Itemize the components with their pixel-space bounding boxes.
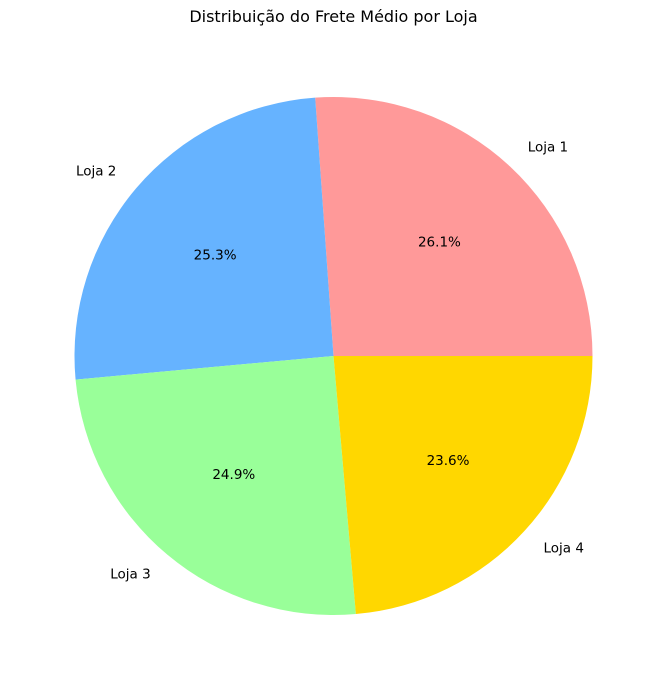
- slice-label-loja-4: Loja 4: [543, 541, 583, 557]
- pie-labels: 26.1% Loja 1 25.3% Loja 2 24.9% Loja 3 23.6% Lo…: [76, 140, 584, 583]
- pie-slice-loja-2: [74, 97, 334, 380]
- pie-slice-loja-3: [75, 356, 356, 615]
- pct-label-loja-4: 23.6%: [427, 453, 470, 469]
- pct-label-loja-2: 25.3%: [194, 247, 237, 263]
- chart-title: Distribuição do Frete Médio por Loja: [189, 7, 478, 26]
- slice-label-loja-1: Loja 1: [528, 140, 568, 156]
- pie-slice-loja-4: [333, 356, 593, 615]
- pie-slice-loja-1: [315, 96, 593, 356]
- pct-label-loja-3: 24.9%: [212, 467, 255, 483]
- slice-label-loja-3: Loja 3: [110, 567, 150, 583]
- pct-label-loja-1: 26.1%: [418, 234, 461, 250]
- slice-label-loja-2: Loja 2: [76, 164, 116, 180]
- pie-slices: [74, 96, 593, 615]
